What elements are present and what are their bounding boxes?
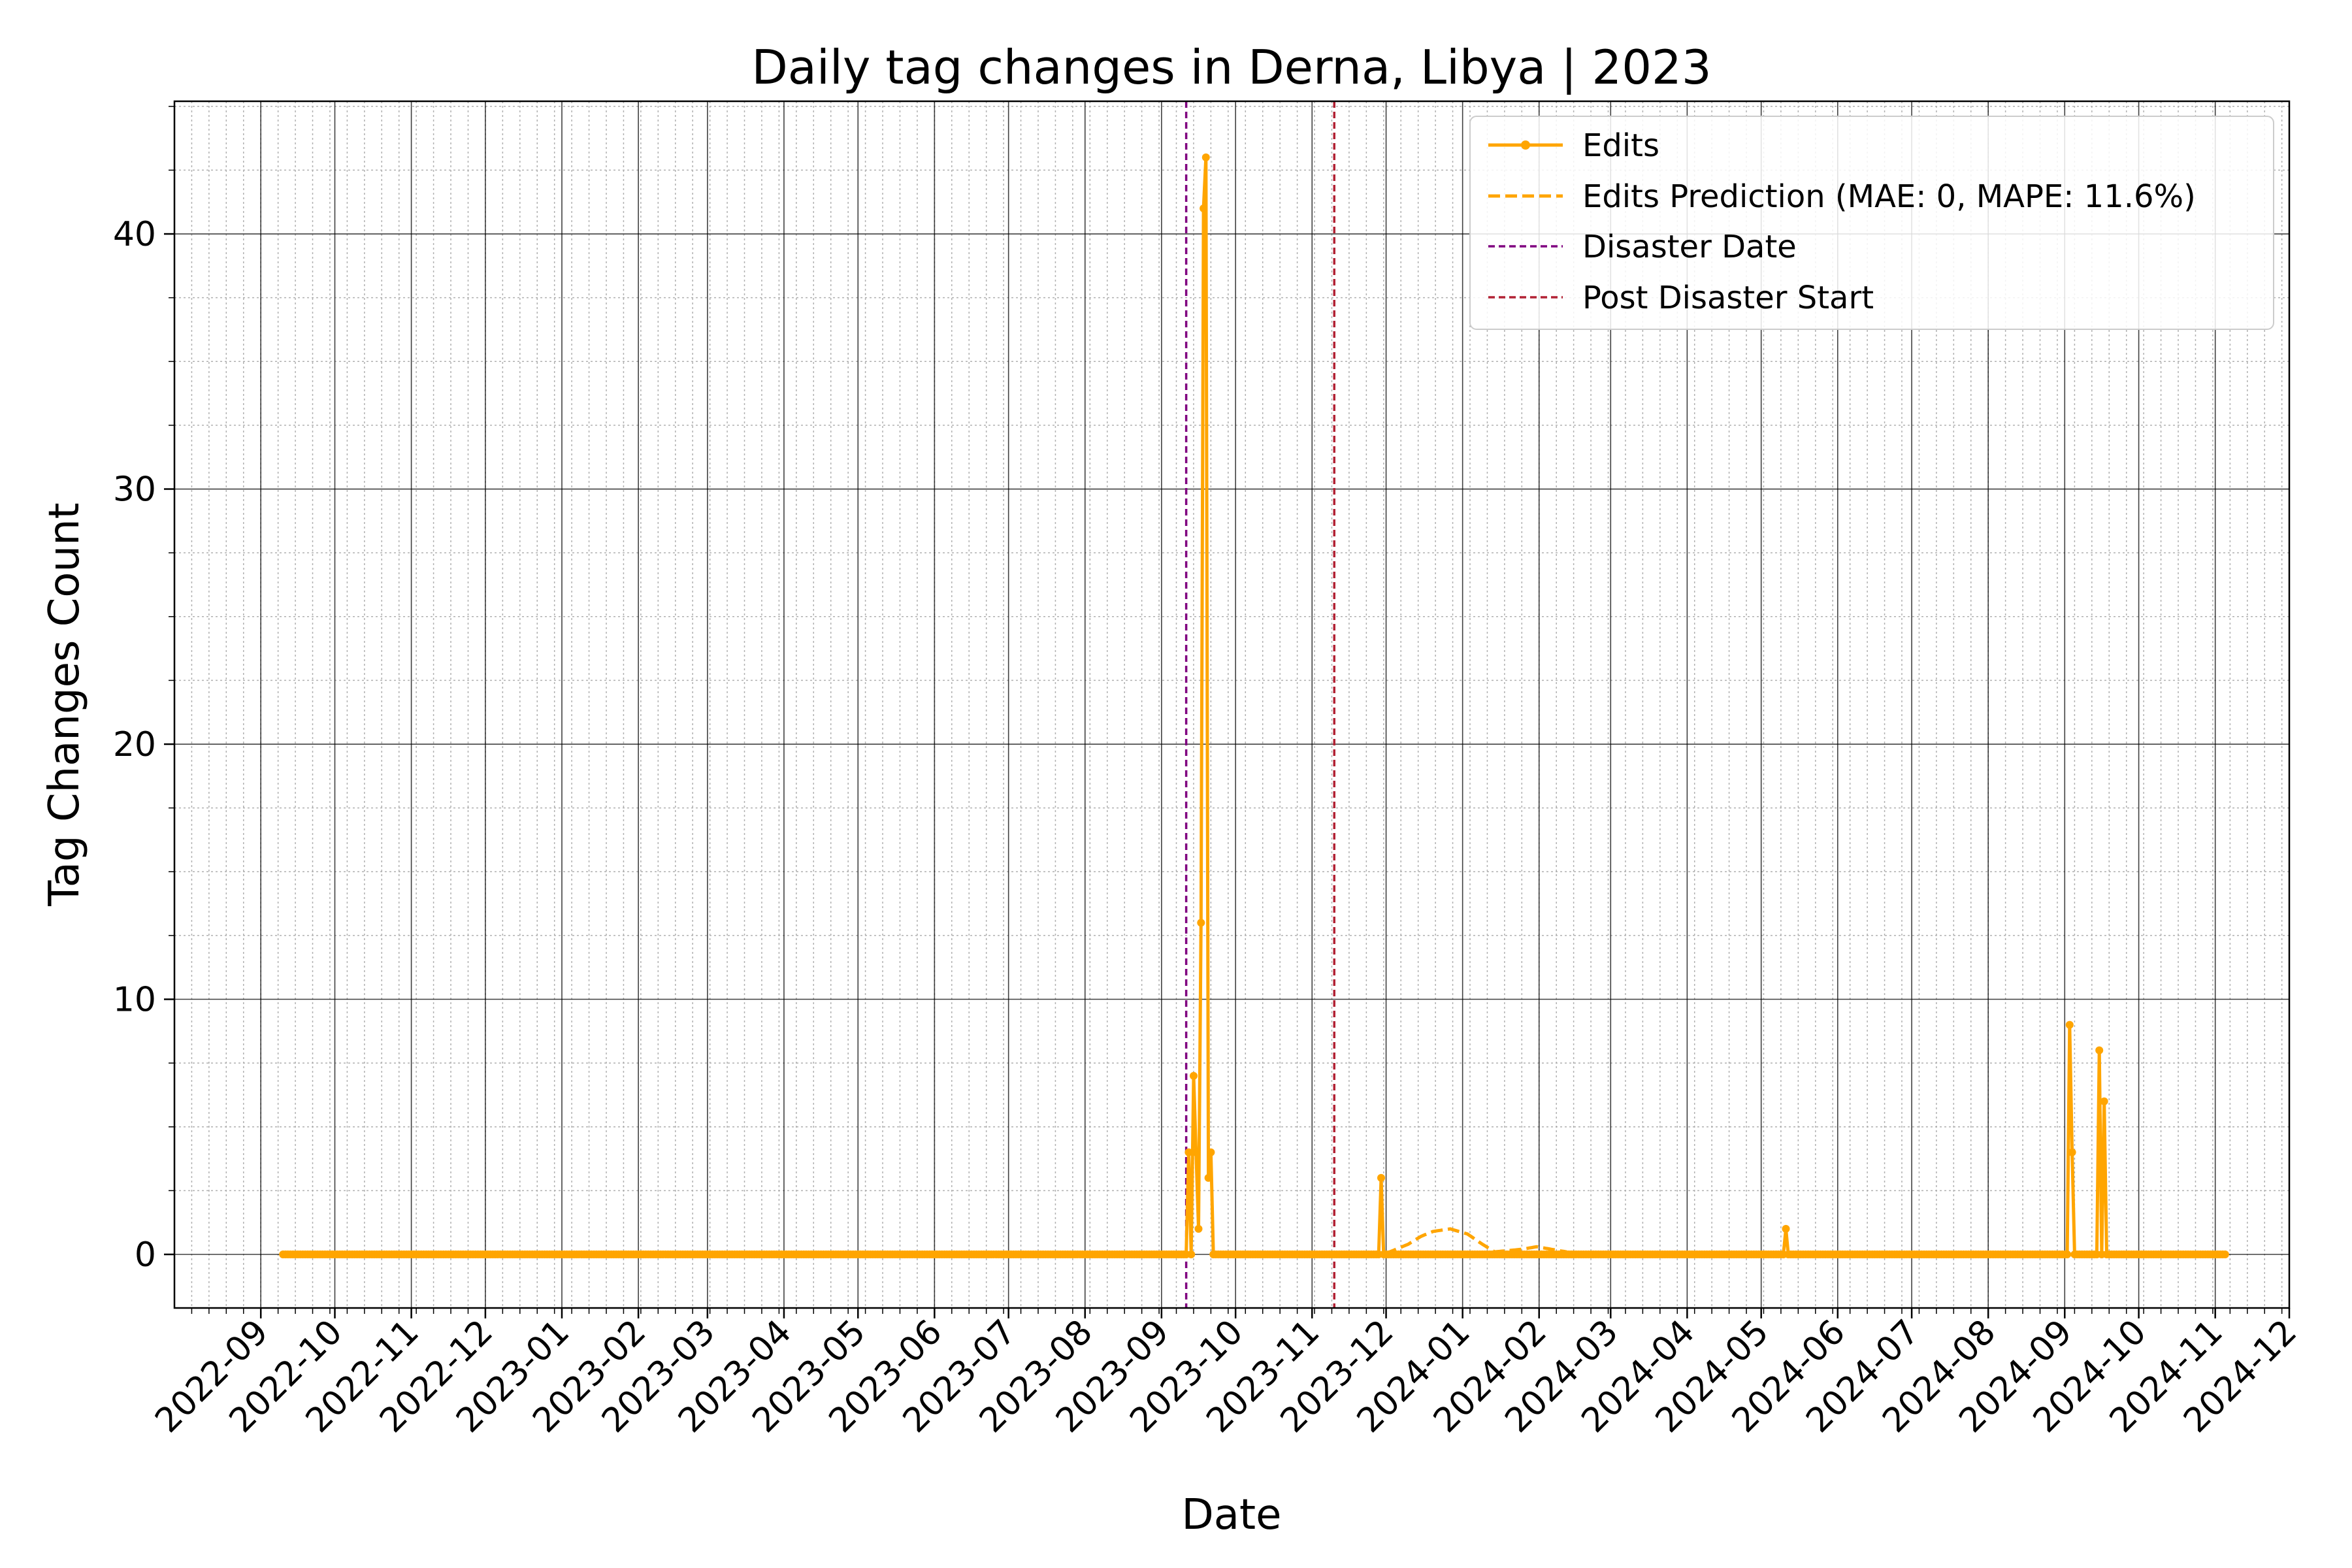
legend-item-post-disaster-start: Post Disaster Start bbox=[1488, 280, 1874, 316]
edits-point bbox=[1201, 153, 1210, 161]
legend-label-edits-prediction: Edits Prediction (MAE: 0, MAPE: 11.6%) bbox=[1582, 178, 2196, 215]
reference-lines bbox=[1184, 101, 1336, 1308]
y-tick-label: 30 bbox=[113, 470, 156, 510]
legend-label-edits: Edits bbox=[1582, 127, 1659, 164]
legend-item-edits: Edits bbox=[1488, 127, 1659, 164]
legend: Edits Edits Prediction (MAE: 0, MAPE: 11… bbox=[1469, 116, 2274, 330]
legend-item-disaster-date: Disaster Date bbox=[1488, 229, 1797, 265]
legend-box bbox=[1469, 116, 2274, 330]
edits-point bbox=[1190, 1071, 1198, 1080]
edits-point bbox=[1782, 1224, 1790, 1233]
edits-point bbox=[1207, 1148, 1215, 1156]
legend-item-edits-prediction: Edits Prediction (MAE: 0, MAPE: 11.6%) bbox=[1488, 178, 2196, 215]
edits-point bbox=[1377, 1173, 1385, 1182]
edits-point bbox=[2100, 1097, 2108, 1105]
edits-point bbox=[1200, 204, 1208, 212]
edits-point bbox=[2068, 1148, 2076, 1156]
edits-point bbox=[2065, 1021, 2074, 1029]
y-axis-label: Tag Changes Count bbox=[41, 502, 89, 906]
edits-point bbox=[2095, 1046, 2104, 1054]
edits-point bbox=[1194, 1224, 1203, 1233]
y-tick-label: 20 bbox=[113, 725, 156, 764]
chart-title: Daily tag changes in Derna, Libya | 2023 bbox=[751, 40, 1711, 95]
series-layer bbox=[279, 153, 2229, 1258]
edits-point bbox=[1197, 919, 1205, 927]
edits-point bbox=[1204, 1173, 1213, 1182]
edits-point bbox=[1184, 1148, 1193, 1156]
edits-point bbox=[1192, 1148, 1200, 1156]
y-tick-label: 0 bbox=[135, 1235, 156, 1275]
y-axis: 0 10 20 30 40 bbox=[113, 215, 174, 1275]
y-tick-label: 40 bbox=[113, 215, 156, 254]
edits-prediction-line bbox=[1334, 1227, 2225, 1256]
legend-marker-edits bbox=[1521, 140, 1530, 150]
legend-label-disaster-date: Disaster Date bbox=[1582, 229, 1797, 265]
edits-point bbox=[2063, 1250, 2072, 1258]
legend-label-post-disaster-start: Post Disaster Start bbox=[1582, 280, 1874, 316]
plot-frame bbox=[173, 100, 2291, 1309]
edits-point bbox=[1187, 1250, 1196, 1258]
y-tick-label: 10 bbox=[113, 981, 156, 1020]
x-axis-label: Date bbox=[1182, 1491, 1282, 1539]
